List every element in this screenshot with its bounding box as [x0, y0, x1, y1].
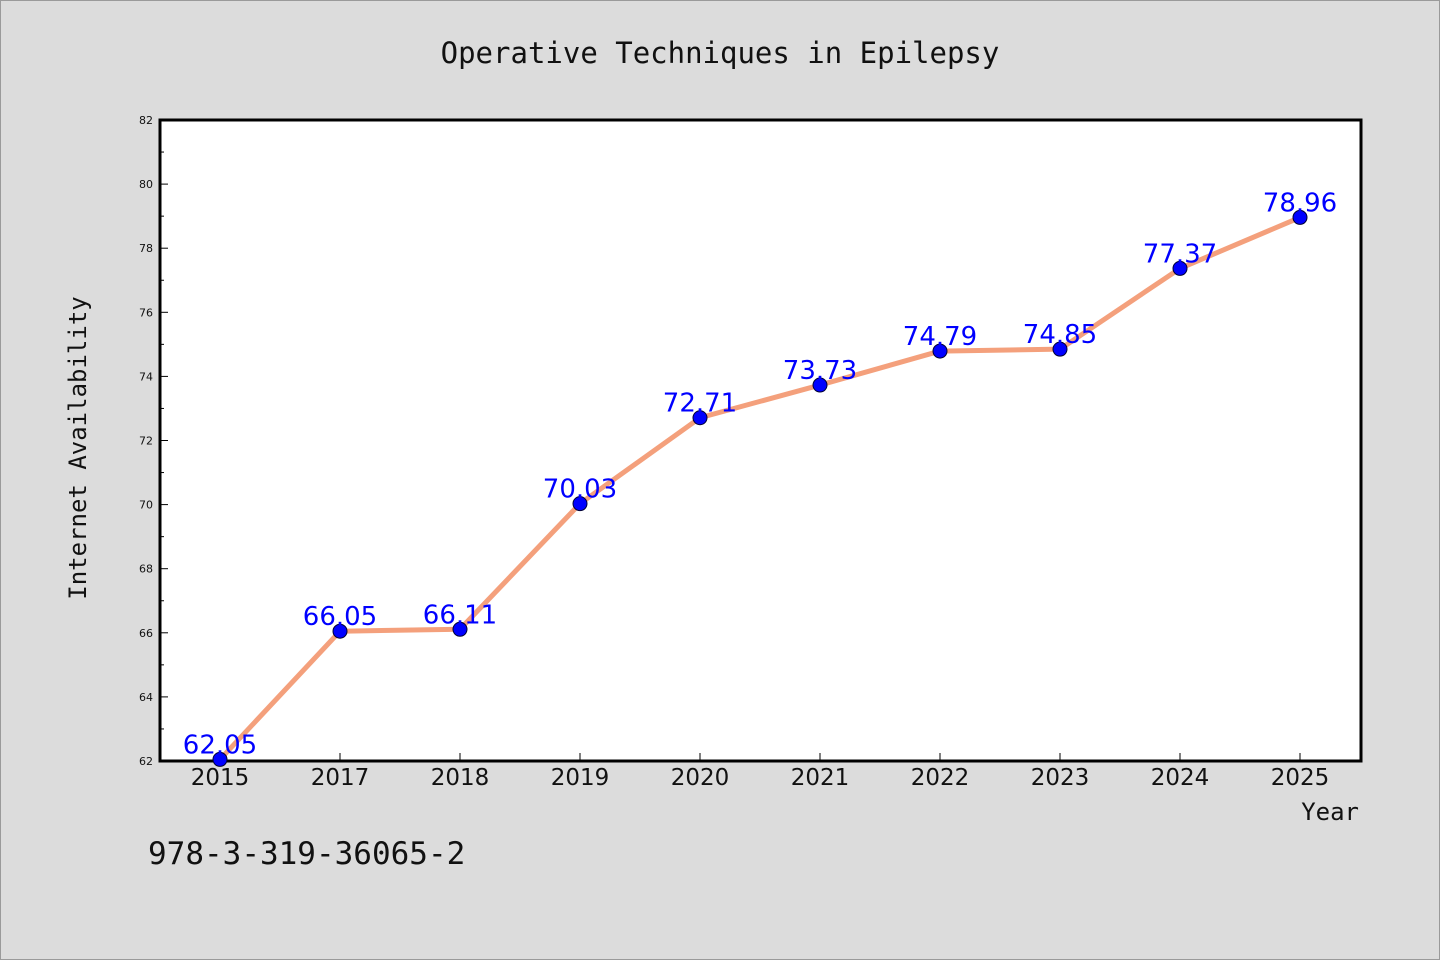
y-tick-label: 82 — [139, 114, 153, 127]
x-tick-label: 2019 — [551, 765, 610, 791]
y-axis-title: Internet Availability — [64, 296, 92, 599]
data-label: 74.85 — [1023, 320, 1097, 350]
x-tick-label: 2025 — [1271, 765, 1330, 791]
data-point — [692, 410, 708, 426]
chart-title: Operative Techniques in Epilepsy — [441, 36, 1000, 70]
marker-group — [212, 209, 1308, 767]
data-point — [812, 377, 828, 393]
x-tick-label: 2022 — [911, 765, 970, 791]
data-point — [212, 751, 228, 767]
x-tick-label: 2024 — [1151, 765, 1210, 791]
data-label: 72.71 — [663, 389, 737, 419]
data-label: 66.11 — [423, 600, 497, 630]
data-label: 66.05 — [303, 602, 377, 632]
x-tick-label: 2015 — [191, 765, 250, 791]
y-tick-label: 72 — [139, 435, 153, 448]
x-tick-label: 2021 — [791, 765, 850, 791]
y-tick-label: 76 — [139, 306, 153, 319]
data-point — [572, 496, 588, 512]
data-point — [1172, 260, 1188, 276]
data-label: 62.05 — [183, 730, 257, 760]
y-tick-label: 66 — [139, 627, 153, 640]
y-tick-label: 80 — [139, 178, 153, 191]
data-point — [1052, 341, 1068, 357]
y-tick-label: 78 — [139, 242, 153, 255]
y-tick-label: 68 — [139, 563, 153, 576]
y-tick-label: 70 — [139, 499, 153, 512]
data-label: 74.79 — [903, 322, 977, 352]
data-label: 73.73 — [783, 356, 857, 386]
x-tick-label: 2018 — [431, 765, 490, 791]
y-axis: 62 64 66 68 70 72 74 76 78 80 82 — [139, 114, 168, 768]
plot-area — [158, 118, 1363, 763]
data-label-group: 62.05 66.05 66.11 70.03 72.71 73.73 74.79 74.85… — [183, 188, 1337, 760]
y-tick-label: 64 — [139, 691, 153, 704]
data-point — [332, 623, 348, 639]
data-label: 78.96 — [1263, 188, 1337, 218]
x-axis: 2015 2017 2018 2019 2020 2021 2022 2023 2024 2025 — [191, 753, 1330, 791]
x-tick-label: 2020 — [671, 765, 730, 791]
x-tick-label: 2023 — [1031, 765, 1090, 791]
series-line — [217, 214, 1303, 762]
data-point — [932, 343, 948, 359]
data-point — [452, 621, 468, 637]
y-tick-label: 74 — [139, 370, 153, 383]
series-line-group — [217, 214, 1303, 762]
data-point — [1292, 209, 1308, 225]
data-label: 77.37 — [1143, 239, 1217, 269]
y-tick-label: 62 — [139, 755, 153, 768]
x-axis-title: Year — [1301, 798, 1359, 826]
data-label: 70.03 — [543, 475, 617, 505]
isbn-footer: 978-3-319-36065-2 — [148, 836, 465, 872]
x-tick-label: 2017 — [311, 765, 370, 791]
